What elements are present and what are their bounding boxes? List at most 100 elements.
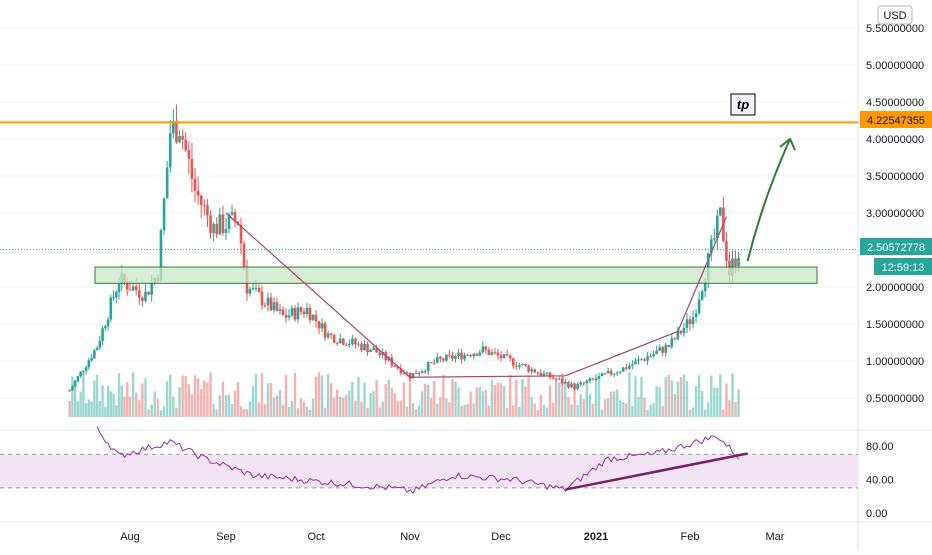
candle-body [98, 340, 102, 348]
candle-body [511, 358, 515, 366]
volume-bar [79, 391, 82, 417]
volume-bar [134, 392, 138, 417]
volume-bar [90, 401, 93, 417]
volume-bars [68, 372, 740, 417]
volume-bar [600, 409, 604, 417]
volume-bar [150, 404, 153, 417]
volume-bar [233, 390, 237, 417]
volume-bar [387, 380, 390, 417]
candle-body [655, 350, 658, 354]
rsi-band [0, 454, 858, 488]
candle-body [393, 365, 397, 367]
candle-body [242, 243, 246, 267]
cup-pattern-line [225, 212, 727, 378]
candle-body [372, 347, 375, 350]
volume-bar [320, 375, 324, 417]
countdown-tag: 12:59:13 [874, 258, 932, 275]
volume-bar [703, 409, 707, 417]
candle-body [314, 314, 318, 322]
volume-bar [224, 395, 228, 417]
candle-body [527, 365, 530, 372]
candle-body [109, 297, 113, 320]
candle-body [363, 343, 366, 351]
tp-label-box[interactable]: tp [730, 93, 756, 116]
candle-body [199, 195, 203, 205]
volume-bar [490, 380, 494, 417]
candle-body [475, 353, 479, 356]
candle-body [478, 352, 482, 356]
rsi-trend-line [565, 452, 748, 491]
volume-bar [109, 391, 113, 417]
target-arrow-head [779, 137, 796, 151]
candle-body [634, 360, 637, 365]
candle-body [646, 356, 649, 361]
candle-body [493, 352, 497, 354]
candle-body [196, 190, 200, 196]
volume-bar [317, 372, 321, 417]
candle-body [184, 139, 188, 150]
candle-body [432, 362, 436, 364]
candle-body [281, 309, 285, 316]
volume-bar [147, 409, 150, 417]
volume-bar [606, 398, 610, 417]
candle-body [588, 378, 592, 381]
volume-bar [299, 398, 303, 417]
candle-body [329, 333, 333, 335]
candle-body [251, 287, 255, 289]
volume-bar [685, 380, 689, 417]
candle-body [378, 352, 381, 355]
candle-body [442, 358, 445, 361]
volume-bar [597, 378, 601, 417]
candle-body [573, 383, 576, 389]
candle-body [560, 378, 564, 384]
candle-body [570, 383, 573, 388]
candle-body [254, 287, 258, 289]
volume-bar [159, 410, 163, 417]
volume-bar [98, 401, 102, 417]
volume-bar [384, 383, 387, 417]
volume-bar [120, 385, 123, 417]
candle-body [591, 378, 595, 380]
price-tick-label: 4.50000000 [866, 97, 924, 109]
currency-label: USD [883, 10, 906, 22]
candle-body [125, 281, 129, 290]
candle-body [95, 347, 99, 351]
volume-bar [104, 406, 107, 417]
volume-bar [339, 396, 342, 417]
volume-bar [612, 391, 616, 417]
volume-bar [719, 374, 722, 417]
candle-body [436, 356, 439, 363]
volume-bar [236, 381, 240, 417]
volume-bar [311, 398, 315, 417]
candle-body [719, 207, 722, 216]
volume-bar [731, 373, 734, 417]
candle-body [579, 382, 582, 385]
volume-bar [649, 404, 652, 417]
volume-bar [710, 375, 713, 417]
volume-bar [591, 403, 595, 417]
volume-bar [141, 383, 144, 417]
currency-badge[interactable]: USD [877, 5, 913, 25]
candle-body [621, 367, 625, 372]
candle-body [224, 229, 228, 233]
volume-bar [260, 373, 264, 417]
volume-bar [402, 382, 406, 417]
candle-body [612, 373, 616, 375]
volume-bar [713, 387, 716, 417]
candle-body [530, 369, 533, 372]
volume-bar [87, 399, 91, 417]
volume-bar [305, 406, 309, 417]
volume-bar [667, 375, 670, 417]
candle-body [408, 372, 412, 379]
volume-bar [518, 406, 521, 417]
time-tick-label: 2021 [584, 531, 608, 543]
time-tick-label: Dec [491, 531, 511, 543]
candle-body [460, 352, 463, 360]
candle-body [341, 338, 345, 345]
volume-bar [326, 373, 330, 417]
candle-body [221, 214, 225, 233]
volume-bar [172, 396, 175, 417]
candle-body [193, 178, 197, 191]
